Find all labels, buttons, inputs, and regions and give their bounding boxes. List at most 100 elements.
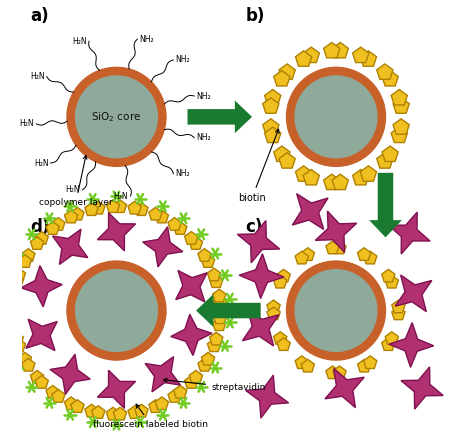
Polygon shape [198, 358, 211, 371]
Polygon shape [176, 270, 207, 302]
Polygon shape [35, 232, 48, 244]
Polygon shape [391, 89, 407, 105]
Polygon shape [135, 203, 148, 215]
Polygon shape [128, 406, 141, 419]
Polygon shape [189, 237, 202, 249]
Polygon shape [360, 166, 376, 181]
Polygon shape [213, 289, 226, 302]
Text: NH₂: NH₂ [196, 92, 211, 101]
Polygon shape [64, 397, 78, 409]
Polygon shape [382, 146, 398, 161]
Polygon shape [273, 332, 287, 344]
Polygon shape [10, 275, 23, 287]
Polygon shape [113, 200, 127, 212]
Text: NH₂: NH₂ [175, 55, 190, 65]
Polygon shape [246, 375, 289, 418]
Text: NH₂: NH₂ [196, 133, 211, 142]
Text: c): c) [246, 218, 263, 236]
Polygon shape [97, 370, 136, 409]
Polygon shape [273, 276, 287, 288]
Circle shape [67, 67, 166, 167]
Polygon shape [128, 201, 141, 214]
Polygon shape [21, 266, 62, 307]
Polygon shape [301, 359, 314, 372]
Polygon shape [263, 119, 279, 134]
Text: d): d) [30, 218, 50, 236]
Polygon shape [237, 221, 280, 263]
Polygon shape [30, 371, 44, 383]
Text: SiO$_2$ core: SiO$_2$ core [91, 110, 142, 124]
Polygon shape [267, 300, 280, 313]
Polygon shape [168, 218, 181, 230]
Text: H₂N: H₂N [34, 159, 48, 167]
Polygon shape [46, 221, 59, 234]
Text: H₂N: H₂N [114, 191, 128, 201]
Polygon shape [53, 229, 88, 265]
Polygon shape [201, 255, 215, 267]
Polygon shape [295, 251, 309, 264]
Polygon shape [22, 249, 35, 261]
Polygon shape [198, 249, 211, 261]
Circle shape [75, 269, 157, 351]
Polygon shape [184, 232, 198, 244]
Polygon shape [301, 248, 314, 260]
Text: H₂N: H₂N [30, 72, 45, 81]
Polygon shape [401, 367, 443, 409]
Text: a): a) [30, 7, 49, 25]
Polygon shape [208, 339, 221, 351]
Polygon shape [377, 64, 393, 79]
Polygon shape [242, 310, 279, 346]
Polygon shape [35, 375, 48, 388]
Polygon shape [333, 241, 346, 254]
Polygon shape [364, 251, 377, 264]
Polygon shape [106, 200, 119, 212]
Polygon shape [155, 397, 168, 409]
Polygon shape [388, 212, 430, 254]
Polygon shape [210, 275, 223, 287]
Polygon shape [382, 269, 395, 282]
Polygon shape [97, 213, 136, 251]
Polygon shape [113, 407, 127, 420]
Polygon shape [171, 314, 212, 355]
Polygon shape [393, 119, 409, 134]
Polygon shape [369, 173, 402, 237]
Circle shape [75, 76, 157, 158]
Polygon shape [6, 296, 19, 309]
Polygon shape [326, 366, 339, 378]
Polygon shape [264, 127, 281, 143]
Polygon shape [18, 352, 32, 365]
Text: H₂N: H₂N [66, 185, 80, 194]
Polygon shape [7, 289, 20, 302]
Polygon shape [267, 307, 280, 320]
Polygon shape [382, 71, 398, 86]
Polygon shape [303, 170, 319, 185]
Polygon shape [357, 359, 371, 372]
Polygon shape [385, 332, 399, 344]
Polygon shape [135, 404, 148, 417]
Text: fluorescein labeled biotin: fluorescein labeled biotin [93, 404, 209, 429]
Polygon shape [10, 332, 23, 345]
Polygon shape [6, 311, 19, 324]
Polygon shape [85, 404, 98, 417]
Circle shape [286, 67, 385, 167]
Polygon shape [213, 311, 227, 324]
Polygon shape [277, 269, 290, 282]
Polygon shape [277, 338, 290, 351]
Polygon shape [385, 276, 399, 288]
Polygon shape [324, 42, 340, 58]
Polygon shape [377, 153, 393, 168]
Text: H₂N: H₂N [72, 37, 87, 46]
Text: H₂N: H₂N [19, 119, 34, 128]
Polygon shape [353, 170, 369, 185]
Polygon shape [274, 71, 290, 86]
Circle shape [295, 76, 377, 158]
Polygon shape [333, 366, 346, 378]
Polygon shape [391, 127, 407, 143]
Text: biotin: biotin [238, 129, 279, 203]
Text: NH₂: NH₂ [139, 34, 154, 44]
Polygon shape [149, 208, 162, 220]
Polygon shape [357, 248, 371, 260]
Polygon shape [188, 100, 252, 133]
Polygon shape [50, 354, 90, 395]
Polygon shape [196, 294, 261, 327]
